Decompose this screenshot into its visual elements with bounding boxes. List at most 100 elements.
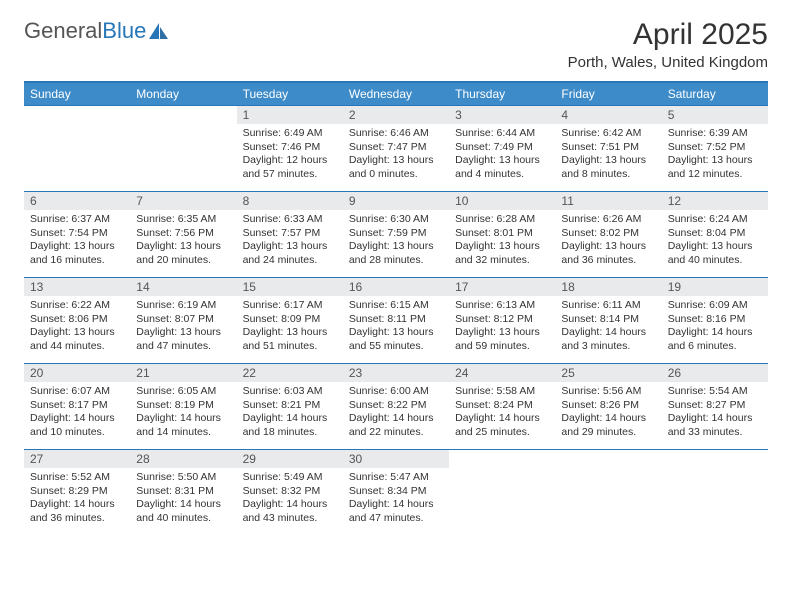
day-number: 2 [343, 106, 449, 124]
day-details: Sunrise: 6:33 AMSunset: 7:57 PMDaylight:… [237, 210, 343, 271]
day-number: 1 [237, 106, 343, 124]
day-number: 27 [24, 450, 130, 468]
calendar-day: 1Sunrise: 6:49 AMSunset: 7:46 PMDaylight… [237, 106, 343, 192]
calendar-day: 23Sunrise: 6:00 AMSunset: 8:22 PMDayligh… [343, 364, 449, 450]
logo-sail-icon [148, 22, 170, 40]
day-details: Sunrise: 6:00 AMSunset: 8:22 PMDaylight:… [343, 382, 449, 443]
day-details: Sunrise: 5:58 AMSunset: 8:24 PMDaylight:… [449, 382, 555, 443]
day-number: 18 [555, 278, 661, 296]
day-details: Sunrise: 5:56 AMSunset: 8:26 PMDaylight:… [555, 382, 661, 443]
day-number: 24 [449, 364, 555, 382]
day-details: Sunrise: 6:03 AMSunset: 8:21 PMDaylight:… [237, 382, 343, 443]
page-title: April 2025 [568, 18, 768, 52]
day-details: Sunrise: 5:52 AMSunset: 8:29 PMDaylight:… [24, 468, 130, 529]
day-number: 11 [555, 192, 661, 210]
day-number: 7 [130, 192, 236, 210]
calendar-day: 26Sunrise: 5:54 AMSunset: 8:27 PMDayligh… [662, 364, 768, 450]
day-number: 19 [662, 278, 768, 296]
calendar-day: 2Sunrise: 6:46 AMSunset: 7:47 PMDaylight… [343, 106, 449, 192]
day-details: Sunrise: 6:09 AMSunset: 8:16 PMDaylight:… [662, 296, 768, 357]
weekday-header: Sunday [24, 82, 130, 106]
calendar-day: 10Sunrise: 6:28 AMSunset: 8:01 PMDayligh… [449, 192, 555, 278]
day-number: 21 [130, 364, 236, 382]
day-number: 10 [449, 192, 555, 210]
calendar-empty [130, 106, 236, 192]
day-details: Sunrise: 5:49 AMSunset: 8:32 PMDaylight:… [237, 468, 343, 529]
calendar-day: 12Sunrise: 6:24 AMSunset: 8:04 PMDayligh… [662, 192, 768, 278]
day-details: Sunrise: 6:17 AMSunset: 8:09 PMDaylight:… [237, 296, 343, 357]
brand-part1: General [24, 18, 102, 44]
weekday-header: Monday [130, 82, 236, 106]
calendar-day: 28Sunrise: 5:50 AMSunset: 8:31 PMDayligh… [130, 450, 236, 536]
calendar-empty [555, 450, 661, 536]
calendar-day: 13Sunrise: 6:22 AMSunset: 8:06 PMDayligh… [24, 278, 130, 364]
day-details: Sunrise: 6:35 AMSunset: 7:56 PMDaylight:… [130, 210, 236, 271]
day-number: 6 [24, 192, 130, 210]
day-number: 28 [130, 450, 236, 468]
calendar-day: 25Sunrise: 5:56 AMSunset: 8:26 PMDayligh… [555, 364, 661, 450]
day-number: 25 [555, 364, 661, 382]
day-details: Sunrise: 6:44 AMSunset: 7:49 PMDaylight:… [449, 124, 555, 185]
calendar-day: 16Sunrise: 6:15 AMSunset: 8:11 PMDayligh… [343, 278, 449, 364]
day-number: 13 [24, 278, 130, 296]
day-details: Sunrise: 6:05 AMSunset: 8:19 PMDaylight:… [130, 382, 236, 443]
day-details: Sunrise: 6:13 AMSunset: 8:12 PMDaylight:… [449, 296, 555, 357]
day-number: 8 [237, 192, 343, 210]
calendar-day: 8Sunrise: 6:33 AMSunset: 7:57 PMDaylight… [237, 192, 343, 278]
weekday-header: Friday [555, 82, 661, 106]
day-details: Sunrise: 6:37 AMSunset: 7:54 PMDaylight:… [24, 210, 130, 271]
day-number: 20 [24, 364, 130, 382]
day-number: 12 [662, 192, 768, 210]
day-number: 9 [343, 192, 449, 210]
day-number: 17 [449, 278, 555, 296]
day-details: Sunrise: 6:26 AMSunset: 8:02 PMDaylight:… [555, 210, 661, 271]
calendar-empty [24, 106, 130, 192]
calendar-day: 3Sunrise: 6:44 AMSunset: 7:49 PMDaylight… [449, 106, 555, 192]
day-number: 29 [237, 450, 343, 468]
calendar-day: 30Sunrise: 5:47 AMSunset: 8:34 PMDayligh… [343, 450, 449, 536]
calendar-table: SundayMondayTuesdayWednesdayThursdayFrid… [24, 81, 768, 536]
calendar-day: 4Sunrise: 6:42 AMSunset: 7:51 PMDaylight… [555, 106, 661, 192]
day-details: Sunrise: 6:24 AMSunset: 8:04 PMDaylight:… [662, 210, 768, 271]
calendar-day: 11Sunrise: 6:26 AMSunset: 8:02 PMDayligh… [555, 192, 661, 278]
day-number: 3 [449, 106, 555, 124]
weekday-header: Saturday [662, 82, 768, 106]
day-details: Sunrise: 6:22 AMSunset: 8:06 PMDaylight:… [24, 296, 130, 357]
day-number: 23 [343, 364, 449, 382]
day-details: Sunrise: 6:49 AMSunset: 7:46 PMDaylight:… [237, 124, 343, 185]
day-details: Sunrise: 6:28 AMSunset: 8:01 PMDaylight:… [449, 210, 555, 271]
calendar-day: 19Sunrise: 6:09 AMSunset: 8:16 PMDayligh… [662, 278, 768, 364]
calendar-day: 29Sunrise: 5:49 AMSunset: 8:32 PMDayligh… [237, 450, 343, 536]
day-details: Sunrise: 6:07 AMSunset: 8:17 PMDaylight:… [24, 382, 130, 443]
day-details: Sunrise: 6:42 AMSunset: 7:51 PMDaylight:… [555, 124, 661, 185]
weekday-header: Wednesday [343, 82, 449, 106]
calendar-day: 14Sunrise: 6:19 AMSunset: 8:07 PMDayligh… [130, 278, 236, 364]
location: Porth, Wales, United Kingdom [568, 54, 768, 71]
day-details: Sunrise: 5:47 AMSunset: 8:34 PMDaylight:… [343, 468, 449, 529]
day-number: 14 [130, 278, 236, 296]
weekday-header: Tuesday [237, 82, 343, 106]
day-details: Sunrise: 6:19 AMSunset: 8:07 PMDaylight:… [130, 296, 236, 357]
day-details: Sunrise: 6:15 AMSunset: 8:11 PMDaylight:… [343, 296, 449, 357]
day-number: 5 [662, 106, 768, 124]
calendar-day: 24Sunrise: 5:58 AMSunset: 8:24 PMDayligh… [449, 364, 555, 450]
calendar-day: 20Sunrise: 6:07 AMSunset: 8:17 PMDayligh… [24, 364, 130, 450]
calendar-day: 22Sunrise: 6:03 AMSunset: 8:21 PMDayligh… [237, 364, 343, 450]
day-number: 22 [237, 364, 343, 382]
calendar-day: 18Sunrise: 6:11 AMSunset: 8:14 PMDayligh… [555, 278, 661, 364]
calendar-day: 7Sunrise: 6:35 AMSunset: 7:56 PMDaylight… [130, 192, 236, 278]
calendar-day: 9Sunrise: 6:30 AMSunset: 7:59 PMDaylight… [343, 192, 449, 278]
calendar-day: 27Sunrise: 5:52 AMSunset: 8:29 PMDayligh… [24, 450, 130, 536]
day-details: Sunrise: 6:46 AMSunset: 7:47 PMDaylight:… [343, 124, 449, 185]
calendar-day: 15Sunrise: 6:17 AMSunset: 8:09 PMDayligh… [237, 278, 343, 364]
day-details: Sunrise: 6:39 AMSunset: 7:52 PMDaylight:… [662, 124, 768, 185]
weekday-header: Thursday [449, 82, 555, 106]
brand-logo: GeneralBlue [24, 18, 170, 44]
calendar-day: 17Sunrise: 6:13 AMSunset: 8:12 PMDayligh… [449, 278, 555, 364]
calendar-day: 21Sunrise: 6:05 AMSunset: 8:19 PMDayligh… [130, 364, 236, 450]
day-number: 16 [343, 278, 449, 296]
day-details: Sunrise: 5:50 AMSunset: 8:31 PMDaylight:… [130, 468, 236, 529]
brand-part2: Blue [102, 18, 146, 44]
day-details: Sunrise: 6:30 AMSunset: 7:59 PMDaylight:… [343, 210, 449, 271]
calendar-day: 5Sunrise: 6:39 AMSunset: 7:52 PMDaylight… [662, 106, 768, 192]
